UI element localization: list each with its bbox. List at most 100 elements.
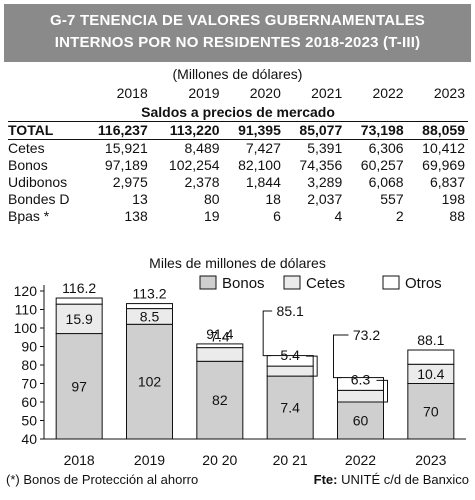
bar-value-label: 7.4 (210, 329, 230, 345)
bar-segment-bonos (266, 375, 314, 440)
x-tick-label: 2023 (415, 452, 446, 468)
table-cell: 13 (132, 191, 148, 207)
table-cell: 6 (273, 208, 281, 224)
legend-swatch-cetes (283, 275, 301, 290)
y-tick-label: 50 (21, 413, 37, 429)
table-cell: 113,220 (150, 121, 223, 140)
row-label: Udibonos (8, 174, 68, 190)
table-cell: 74,356 (299, 157, 343, 173)
table-cell: 116,237 (80, 121, 151, 140)
bar-value-label: 7.4 (280, 400, 300, 416)
bar-value-label: 6.3 (351, 371, 371, 387)
bar-segment-otros (337, 377, 384, 391)
table-cell: 6,837 (429, 174, 465, 190)
legend-label: Bonos (222, 275, 265, 292)
y-tick-label: 90 (21, 339, 37, 355)
bar-total-label: 113.2 (133, 286, 167, 302)
bar-value-label: 15.9 (66, 311, 93, 327)
table-cell: 1,844 (245, 174, 281, 190)
bar-segment-otros (266, 355, 314, 367)
year-header: 2021 (311, 85, 343, 101)
bar-segment-otros (196, 343, 244, 349)
table-cell: 3,289 (307, 174, 343, 190)
table-cell: 69,969 (422, 157, 465, 173)
callout-line (333, 334, 349, 379)
units-label: (Millones de dólares) (172, 66, 303, 82)
table-section-row: Saldos a precios de mercado (8, 103, 468, 122)
table-cell: 2 (395, 208, 404, 224)
bar-total-label: 73.2 (353, 327, 380, 343)
table-cell: 18 (265, 191, 281, 207)
table-cell: 7,427 (222, 139, 284, 157)
table-cell: 198 (441, 191, 465, 207)
table-cell: 82,100 (238, 157, 281, 173)
year-header: 2019 (188, 85, 220, 101)
y-tick-label: 70 (21, 376, 37, 392)
table-cell: 6,306 (345, 139, 407, 157)
bar-segment-bonos (337, 401, 384, 440)
bar-segment-cetes (337, 389, 384, 403)
y-tick-label: 120 (14, 283, 38, 299)
table-row: Bpas * 138 19 6 4 2 88 (8, 208, 468, 225)
bar-segment-bonos (407, 383, 455, 440)
table-cell: 138 (124, 208, 148, 224)
year-header: 2020 (249, 85, 281, 101)
row-label: Bonos (8, 157, 48, 173)
bar-segment-bonos (196, 360, 244, 440)
row-label: Cetes (8, 139, 80, 157)
bar-value-label: 10.4 (417, 366, 444, 382)
bar-segment-cetes (266, 365, 314, 377)
table-cell: 2,037 (307, 191, 343, 207)
table-row: Cetes 15,921 8,489 7,427 5,391 6,306 10,… (8, 139, 468, 157)
table-row: Bondes D 13 80 18 2,037 557 198 (8, 191, 468, 208)
data-table: 2018 2019 2020 2021 2022 2023 Saldos a p… (8, 84, 468, 225)
table-cell: 80 (203, 191, 220, 207)
chart-subtitle: Miles de millones de dólares (149, 255, 326, 271)
title-line-1: G-7 TENENCIA DE VALORES GUBERNAMENTALES (49, 12, 426, 29)
table-cell: 6,068 (368, 174, 404, 190)
table-cell: 88,059 (406, 121, 468, 140)
table-cell: 557 (380, 191, 404, 207)
table-cell: 15,921 (80, 139, 151, 157)
table-cell: 2,975 (112, 174, 148, 190)
x-tick-label: 20 21 (273, 452, 308, 468)
bar-segment-otros (126, 303, 173, 310)
row-label: Bondes D (8, 191, 70, 207)
row-label: Bpas * (8, 208, 50, 224)
bar-value-label: 70 (423, 403, 439, 419)
bar-segment-bonos (126, 323, 173, 440)
legend-label: Cetes (306, 275, 345, 292)
y-tick-label: 80 (21, 357, 37, 373)
legend-swatch-bonos (199, 275, 217, 290)
section-title: Saldos a precios de mercado (141, 103, 335, 120)
y-tick-label: 100 (14, 320, 38, 336)
table-cell: 97,189 (104, 157, 148, 173)
table-cell: 2,378 (184, 174, 220, 190)
bar-segment-otros (55, 297, 103, 305)
bar-value-label: 102 (138, 374, 162, 390)
bar-segment-otros (407, 349, 455, 365)
bar-total-label: 85.1 (277, 303, 304, 319)
bar-segment-cetes (196, 347, 244, 362)
legend-label: Otros (405, 275, 442, 292)
bar-segment-bonos (55, 333, 103, 440)
table-cell: 85,077 (283, 121, 346, 140)
x-tick-label: 2018 (64, 452, 95, 468)
source-label: Fte: (313, 472, 338, 487)
legend-swatch-otros (382, 275, 400, 290)
table-cell: 73,198 (345, 121, 407, 140)
bar-value-label: 5.4 (280, 347, 300, 363)
y-tick-label: 60 (21, 394, 37, 410)
table-cell: 60,257 (360, 157, 404, 173)
bar-value-label: 97 (71, 378, 87, 394)
table-cell: 10,412 (406, 139, 468, 157)
title-line-2: INTERNOS POR NO RESIDENTES 2018-2023 (T-… (54, 34, 421, 51)
callout-line (306, 355, 318, 377)
year-header: 2022 (372, 85, 404, 101)
x-tick-label: 20 20 (202, 452, 237, 468)
year-header: 2023 (433, 85, 465, 101)
table-cell: 88 (449, 208, 465, 224)
y-tick-label: 40 (21, 431, 37, 447)
y-tick-label: 110 (15, 302, 38, 318)
table-cell: 4 (334, 208, 343, 224)
